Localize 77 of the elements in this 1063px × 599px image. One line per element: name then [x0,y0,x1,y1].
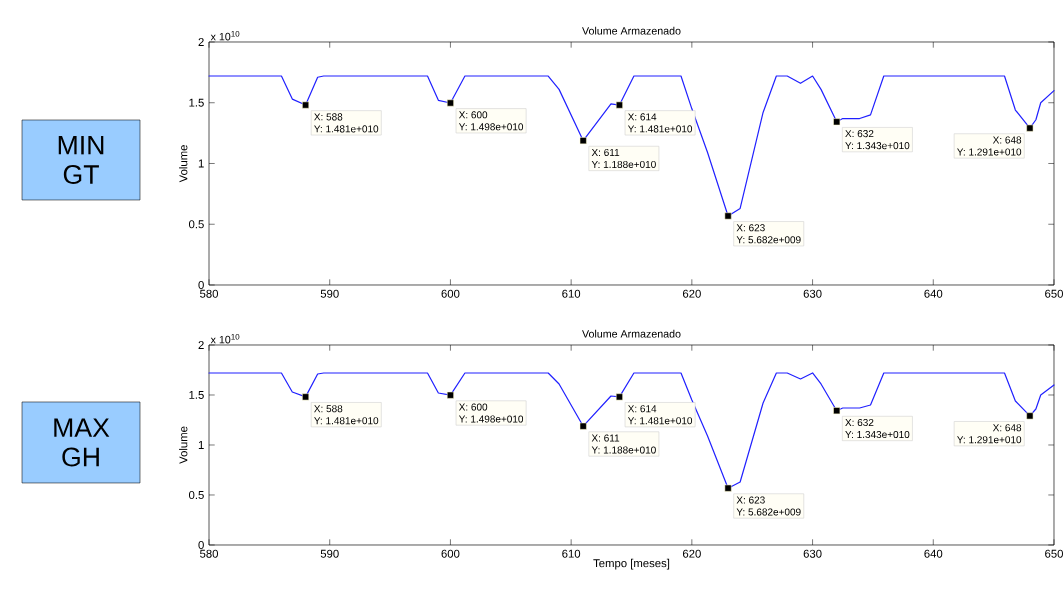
annotation: X: 600 [458,111,488,119]
annotation: Y: 1.481e+010 [627,125,693,133]
point [615,101,623,109]
text: x 10$^{10}$ [210,333,240,344]
y-axis-title: Volume [179,426,188,464]
annotation: Y: 5.682e+009 [736,508,801,516]
point [1026,124,1034,132]
annotation: Y: 1.291e+010 [957,436,1022,444]
x-tick-label: 580 [200,549,219,558]
x-tick-label: 650 [1045,549,1063,558]
annotation: Y: 1.188e+010 [591,446,656,454]
annotation: X: 611 [591,434,620,442]
annotation: Y: 1.291e+010 [957,148,1022,156]
point [724,484,732,492]
point [833,407,841,415]
point [302,393,310,401]
y-tick-label: 0 [198,540,204,549]
text: MIN GT [58,136,104,184]
annotation: X: 632 [845,130,874,138]
annotation: X: 632 [845,418,874,427]
x-tick-label: 580 [200,289,219,298]
annotation: X: 623 [736,224,765,232]
point [446,391,454,399]
annotation: Y: 1.498e+010 [458,123,524,131]
x-tick-label: 640 [924,289,943,298]
annotation: Y: 1.481e+010 [627,417,693,425]
annotation: X: 600 [458,403,488,411]
point [1026,412,1034,420]
point [302,101,310,109]
y-tick-label: 2 [198,38,204,46]
annotation: X: 648 [992,136,1022,144]
x-tick-label: 610 [562,289,581,298]
point [724,212,732,220]
annotation: Y: 1.481e+010 [314,417,379,425]
annotation: X: 614 [627,405,657,413]
annotation: X: 611 [591,148,620,156]
y-tick-label: 2 [198,341,204,349]
chart-title: Volume Armazenado [582,26,681,35]
y-tick-label: 0.5 [188,490,204,499]
y-tick-label: 1 [198,441,204,449]
x-tick-label: 600 [441,549,460,558]
x-tick-label: 610 [562,549,581,558]
text: x 10$^{10}$ [210,30,240,41]
y-tick-label: 0 [198,280,204,289]
y-tick-label: 1 [198,159,204,168]
annotation: X: 588 [314,113,343,121]
point [579,137,587,145]
x-tick-label: 620 [682,289,701,298]
annotation: Y: 1.343e+010 [845,142,910,150]
point [615,393,623,401]
point [579,422,587,430]
text: MAX GH [54,418,110,467]
x-tick-label: 630 [803,289,822,298]
x-tick-label: 650 [1045,289,1063,298]
annotation: Y: 5.682e+009 [736,236,801,244]
annotation: Y: 1.188e+010 [591,160,656,168]
x-tick-label: 630 [803,549,822,558]
x-tick-label: 590 [320,289,339,298]
annotation: Y: 1.498e+010 [458,415,524,423]
annotation: X: 623 [736,496,765,504]
x-tick-label: 600 [441,289,460,298]
y-tick-label: 0.5 [188,220,204,229]
x-tick-label: 640 [924,549,943,558]
y-axis-title: Volume [179,145,188,183]
annotation: Y: 1.481e+010 [314,125,379,133]
chart-title: Volume Armazenado [582,329,681,338]
x-tick-label: 590 [320,549,339,558]
y-tick-label: 1.5 [189,98,204,107]
x-tick-label: 620 [682,549,701,558]
annotation: X: 614 [627,113,657,121]
annotation: X: 588 [314,405,343,413]
y-tick-label: 1.5 [189,391,204,399]
annotation: Y: 1.343e+010 [845,430,910,439]
point [446,99,454,107]
point [833,118,841,126]
x-axis-title: Tempo [meses] [593,558,670,570]
annotation: X: 648 [992,424,1022,432]
